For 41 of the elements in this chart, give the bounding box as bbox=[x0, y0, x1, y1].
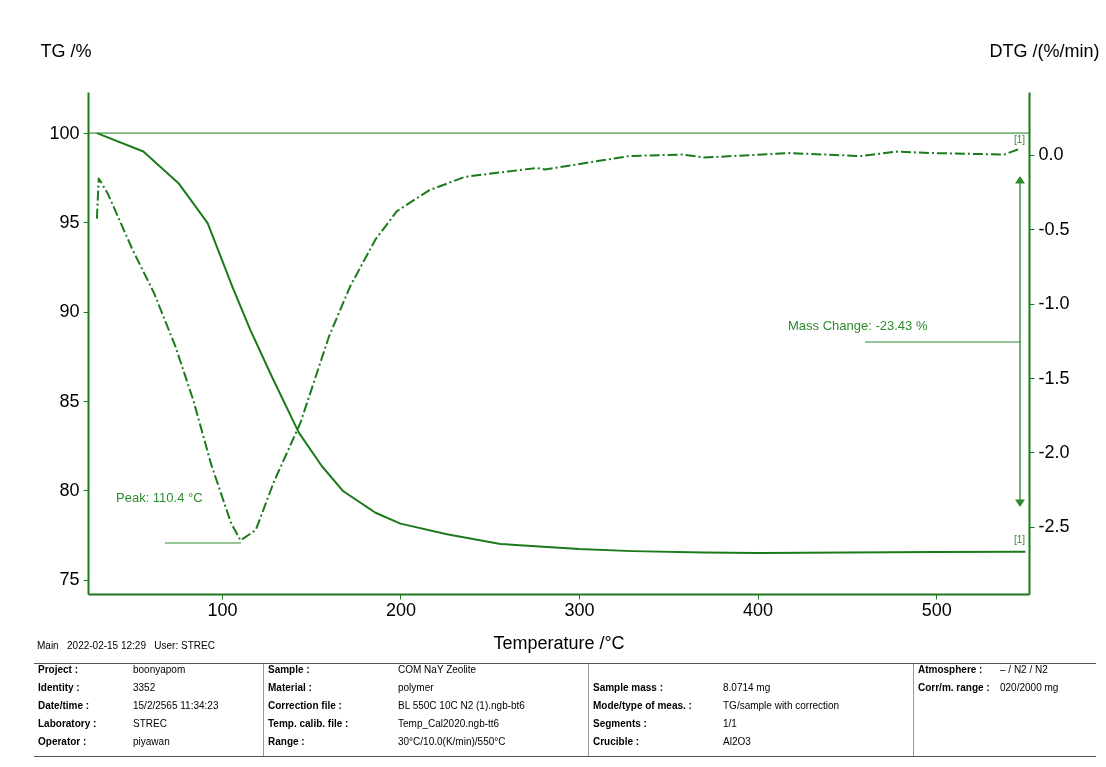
annotation: Peak: 110.4 °C bbox=[116, 490, 203, 505]
y-tick-label: 85 bbox=[59, 390, 80, 411]
text: Correction file : BL 550C 10C N2 (1).ngb-bt6 bbox=[268, 700, 525, 711]
text: Crucible : Al2O3 bbox=[593, 736, 751, 747]
text: Laboratory : STREC bbox=[38, 718, 167, 729]
y-tick-label: 75 bbox=[59, 569, 80, 590]
y2-axis-title: DTG /(%/min) bbox=[989, 40, 1100, 61]
y-tick-label: 80 bbox=[59, 479, 80, 500]
text: Sample mass : 8.0714 mg bbox=[593, 682, 771, 693]
x-tick-label: 400 bbox=[743, 599, 774, 620]
annotation: [1] bbox=[1014, 534, 1026, 545]
y2-tick-label: -1.5 bbox=[1038, 367, 1070, 388]
annotation: Mass Change: -23.43 % bbox=[788, 318, 928, 333]
x-axis-title: Temperature /°C bbox=[493, 632, 625, 653]
y2-tick-label: -2.5 bbox=[1038, 516, 1070, 537]
text: Atmosphere : – / N2 / N2 bbox=[918, 664, 1048, 675]
text: Mode/type of meas. : TG/sample with correction bbox=[593, 700, 840, 711]
text: Segments : 1/1 bbox=[593, 718, 737, 729]
y2-tick-label: -0.5 bbox=[1038, 218, 1070, 239]
text: Range : 30°C/10.0(K/min)/550°C bbox=[268, 736, 506, 747]
text: Identity : 3352 bbox=[38, 682, 156, 693]
text: Temp. calib. file : Temp_Cal2020.ngb-tt6 bbox=[268, 718, 500, 729]
y2-tick-label: 0.0 bbox=[1038, 144, 1064, 165]
text: Date/time : 15/2/2565 11:34:23 bbox=[38, 700, 219, 711]
text: Main 2022-02-15 12:29 User: STREC bbox=[37, 640, 215, 651]
text: Operator : piyawan bbox=[38, 736, 170, 747]
y-tick-label: 100 bbox=[49, 122, 80, 143]
annotation: [1] bbox=[1014, 134, 1026, 145]
text: Corr/m. range : 020/2000 mg bbox=[918, 682, 1060, 695]
text: Project : boonyapom bbox=[38, 664, 186, 675]
y-tick-label: 95 bbox=[59, 211, 80, 232]
y2-tick-label: -2.0 bbox=[1038, 441, 1070, 462]
y-axis-title: TG /% bbox=[40, 40, 92, 61]
text: Sample : COM NaY Zeolite bbox=[268, 664, 477, 675]
x-tick-label: 500 bbox=[921, 599, 952, 620]
y-tick-label: 90 bbox=[59, 301, 80, 322]
text: Material : polymer bbox=[268, 682, 434, 693]
x-tick-label: 200 bbox=[385, 599, 416, 620]
x-tick-label: 300 bbox=[564, 599, 595, 620]
y2-tick-label: -1.0 bbox=[1038, 293, 1070, 314]
x-tick-label: 100 bbox=[207, 599, 238, 620]
